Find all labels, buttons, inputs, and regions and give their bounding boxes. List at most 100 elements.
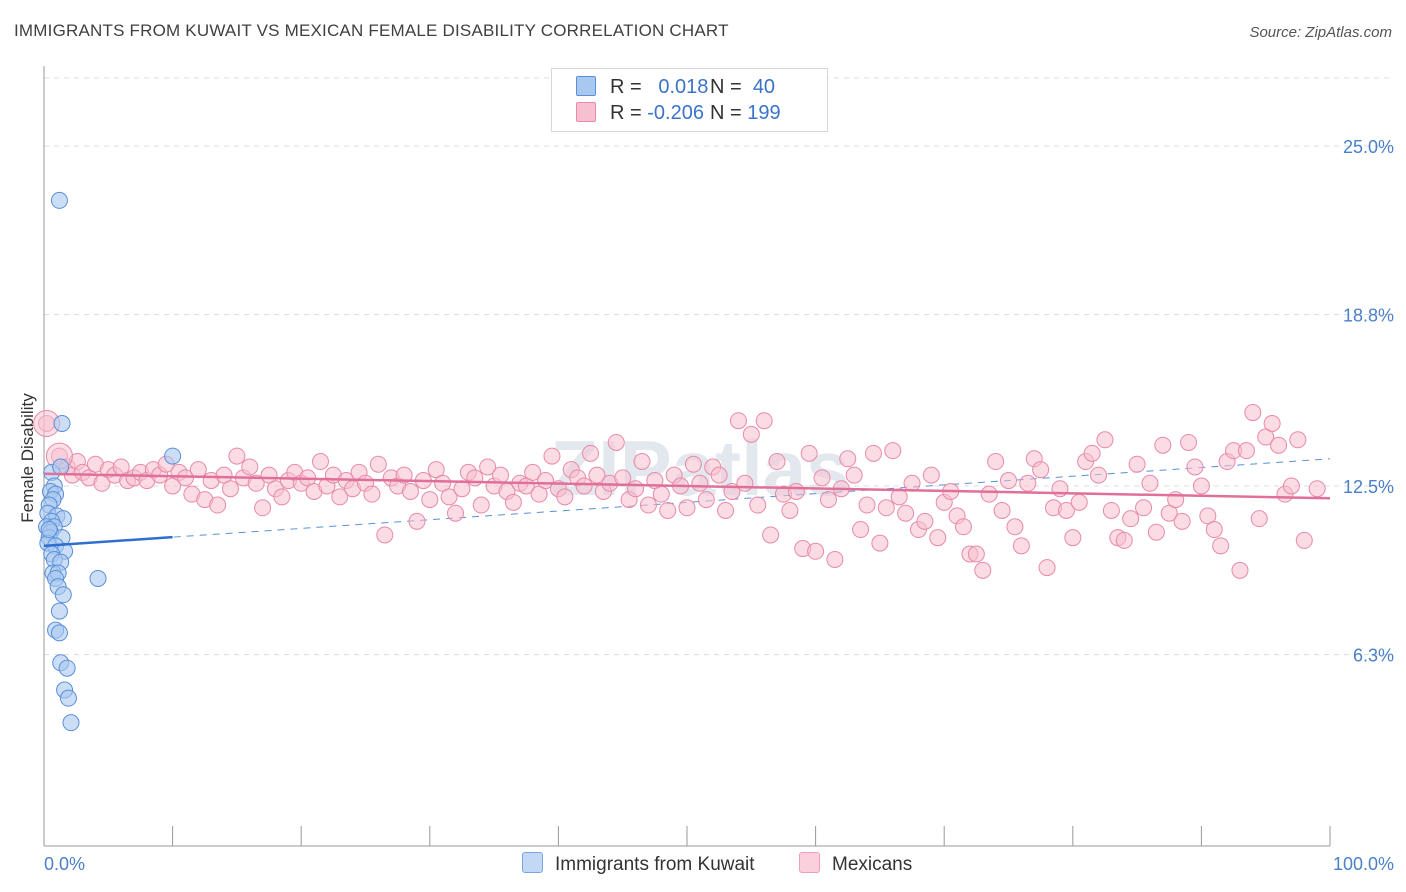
- mexicans-point: [434, 474, 452, 492]
- mexicans-point: [395, 466, 413, 484]
- mexicans-point: [189, 461, 207, 479]
- mexicans-point: [639, 496, 657, 514]
- chart-title: IMMIGRANTS FROM KUWAIT VS MEXICAN FEMALE…: [14, 21, 729, 40]
- mexicans-point: [749, 496, 767, 514]
- mexicans-point: [311, 453, 329, 471]
- mexicans-point: [492, 466, 510, 484]
- legend-r-label: R =: [610, 76, 642, 98]
- mexicans-point: [871, 534, 889, 552]
- y-tick-label: 6.3%: [1353, 646, 1394, 666]
- mexicans-point: [1128, 455, 1146, 473]
- mexicans-point: [369, 455, 387, 473]
- legend-n-label: N =: [710, 102, 742, 124]
- legend-item-kuwait[interactable]: Immigrants from Kuwait: [522, 852, 755, 876]
- mexicans-points: [33, 404, 1326, 579]
- kuwait-point: [164, 447, 182, 465]
- legend-n-label: N =: [710, 76, 742, 98]
- mexicans-point: [363, 485, 381, 503]
- trend-lines-dashed: [43, 458, 1331, 547]
- mexicans-point: [1173, 512, 1191, 530]
- mexicans-point: [215, 466, 233, 484]
- mexicans-point: [402, 482, 420, 500]
- kuwait-trend-solid: [43, 535, 173, 548]
- mexicans-point: [1038, 559, 1056, 577]
- mexicans-point: [929, 529, 947, 547]
- legend-r-label: R =: [610, 102, 642, 124]
- mexicans-point: [1070, 493, 1088, 511]
- mexicans-point: [1096, 431, 1114, 449]
- mexicans-point: [800, 444, 818, 462]
- mexicans-point: [221, 480, 239, 498]
- mexicans-point: [440, 488, 458, 506]
- mexicans-point: [684, 455, 702, 473]
- y-tick-labels: 6.3% 12.5% 18.8% 25.0%: [1343, 137, 1394, 666]
- mexicans-point: [247, 474, 265, 492]
- mexicans-point: [447, 504, 465, 522]
- mexicans-point: [954, 518, 972, 536]
- mexicans-point: [633, 453, 651, 471]
- y-tick-label: 25.0%: [1343, 137, 1394, 157]
- mexicans-point: [807, 542, 825, 560]
- mexicans-point: [980, 485, 998, 503]
- mexicans-point: [1205, 521, 1223, 539]
- mexicans-point: [897, 504, 915, 522]
- mexicans-point: [993, 501, 1011, 519]
- mexicans-point: [1057, 501, 1075, 519]
- mexicans-point: [1192, 477, 1210, 495]
- mexicans-point: [1147, 523, 1165, 541]
- mexicans-point: [1032, 461, 1050, 479]
- mexicans-point: [1212, 537, 1230, 555]
- mexicans-point: [1102, 501, 1120, 519]
- legend-n-value: 40: [752, 76, 776, 98]
- mexicans-point: [903, 474, 921, 492]
- mexicans-point: [524, 463, 542, 481]
- mexicans-point: [839, 450, 857, 468]
- legend-item-mexicans[interactable]: Mexicans: [799, 852, 912, 876]
- legend-row-kuwait: R = 0.018N = 40: [576, 76, 775, 100]
- mexicans-point: [1083, 444, 1101, 462]
- mexicans-point: [1064, 529, 1082, 547]
- mexicans-point: [209, 496, 227, 514]
- legend-r-value: -0.206: [647, 102, 704, 124]
- kuwait-point: [52, 458, 70, 476]
- mexicans-point: [813, 469, 831, 487]
- correlation-legend: R = 0.018N = 40 R = -0.206 N = 199: [551, 68, 828, 132]
- mexicans-point: [768, 453, 786, 471]
- kuwait-swatch: [576, 76, 596, 96]
- kuwait-point: [40, 521, 58, 539]
- mexicans-point: [787, 482, 805, 500]
- mexicans-point: [582, 444, 600, 462]
- mexicans-point: [1295, 531, 1313, 549]
- kuwait-point: [54, 586, 72, 604]
- mexicans-point: [543, 447, 561, 465]
- mexicans-point: [575, 477, 593, 495]
- grid-lines: [44, 77, 1394, 656]
- mexicans-point: [1244, 404, 1262, 422]
- mexicans-point: [1180, 433, 1198, 451]
- kuwait-point: [50, 624, 68, 642]
- mexicans-point: [1160, 504, 1178, 522]
- legend-row-mexicans: R = -0.206 N = 199: [576, 102, 781, 126]
- mexicans-point: [1135, 499, 1153, 517]
- x-tick-label-0: 0.0%: [44, 854, 85, 874]
- mexicans-point: [427, 461, 445, 479]
- mexicans-point: [742, 425, 760, 443]
- mexicans-point: [453, 480, 471, 498]
- mexicans-point: [1231, 561, 1249, 579]
- mexicans-point: [472, 496, 490, 514]
- legend-r-value: 0.018: [658, 76, 709, 98]
- mexicans-point: [376, 526, 394, 544]
- kuwait-point: [89, 569, 107, 587]
- kuwait-point: [50, 602, 68, 620]
- mexicans-point: [826, 550, 844, 568]
- mexicans-point: [504, 493, 522, 511]
- mexicans-point: [652, 485, 670, 503]
- mexicans-point: [254, 499, 272, 517]
- mexicans-point: [697, 491, 715, 509]
- mexicans-point: [678, 499, 696, 517]
- mexicans-point: [729, 412, 747, 430]
- mexicans-legend-swatch: [799, 852, 820, 873]
- mexicans-trend-line: [43, 472, 1331, 500]
- mexicans-point: [1237, 442, 1255, 460]
- kuwait-point: [62, 714, 80, 732]
